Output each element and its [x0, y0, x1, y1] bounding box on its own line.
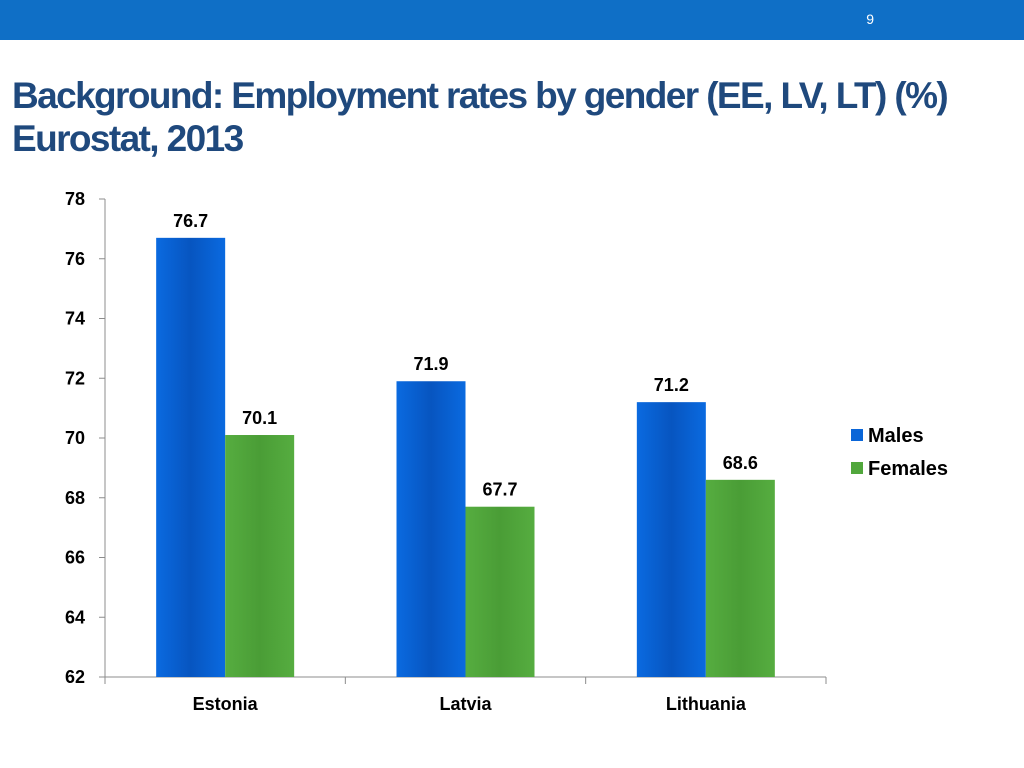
y-tick-label: 72	[65, 368, 85, 388]
chart-bars	[156, 237, 775, 677]
x-tick-label: Latvia	[439, 694, 492, 714]
bar-males	[156, 237, 226, 677]
chart-legend: Males Females	[851, 425, 948, 480]
legend-label-females: Females	[868, 458, 948, 480]
y-tick-label: 62	[65, 667, 85, 687]
slide-title: Background: Employment rates by gender (…	[12, 75, 949, 159]
data-label-females: 67.7	[482, 480, 517, 500]
bar-males	[636, 402, 706, 677]
legend-label-males: Males	[868, 425, 924, 447]
data-label-females: 68.6	[723, 453, 758, 473]
bar-females	[465, 506, 535, 677]
data-label-females: 70.1	[242, 408, 277, 428]
bar-females	[225, 435, 295, 677]
top-bar: 9	[0, 0, 1024, 40]
y-tick-label: 64	[65, 607, 85, 627]
data-label-males: 71.9	[413, 354, 448, 374]
slide-number: 9	[866, 11, 874, 27]
y-tick-label: 76	[65, 249, 85, 269]
data-label-males: 71.2	[654, 375, 689, 395]
x-tick-label: Lithuania	[666, 694, 747, 714]
data-label-males: 76.7	[173, 211, 208, 231]
y-tick-label: 74	[65, 309, 85, 329]
bar-females	[705, 479, 775, 677]
legend-swatch-females	[851, 462, 863, 474]
chart-data-labels: 76.7 70.1 71.9 67.7 71.2 68.6	[173, 211, 758, 500]
x-tick-label: Estonia	[193, 694, 259, 714]
y-tick-label: 78	[65, 189, 85, 209]
y-tick-label: 66	[65, 548, 85, 568]
y-tick-label: 70	[65, 428, 85, 448]
y-tick-label: 68	[65, 488, 85, 508]
legend-swatch-males	[851, 429, 863, 441]
bar-males	[396, 381, 466, 677]
